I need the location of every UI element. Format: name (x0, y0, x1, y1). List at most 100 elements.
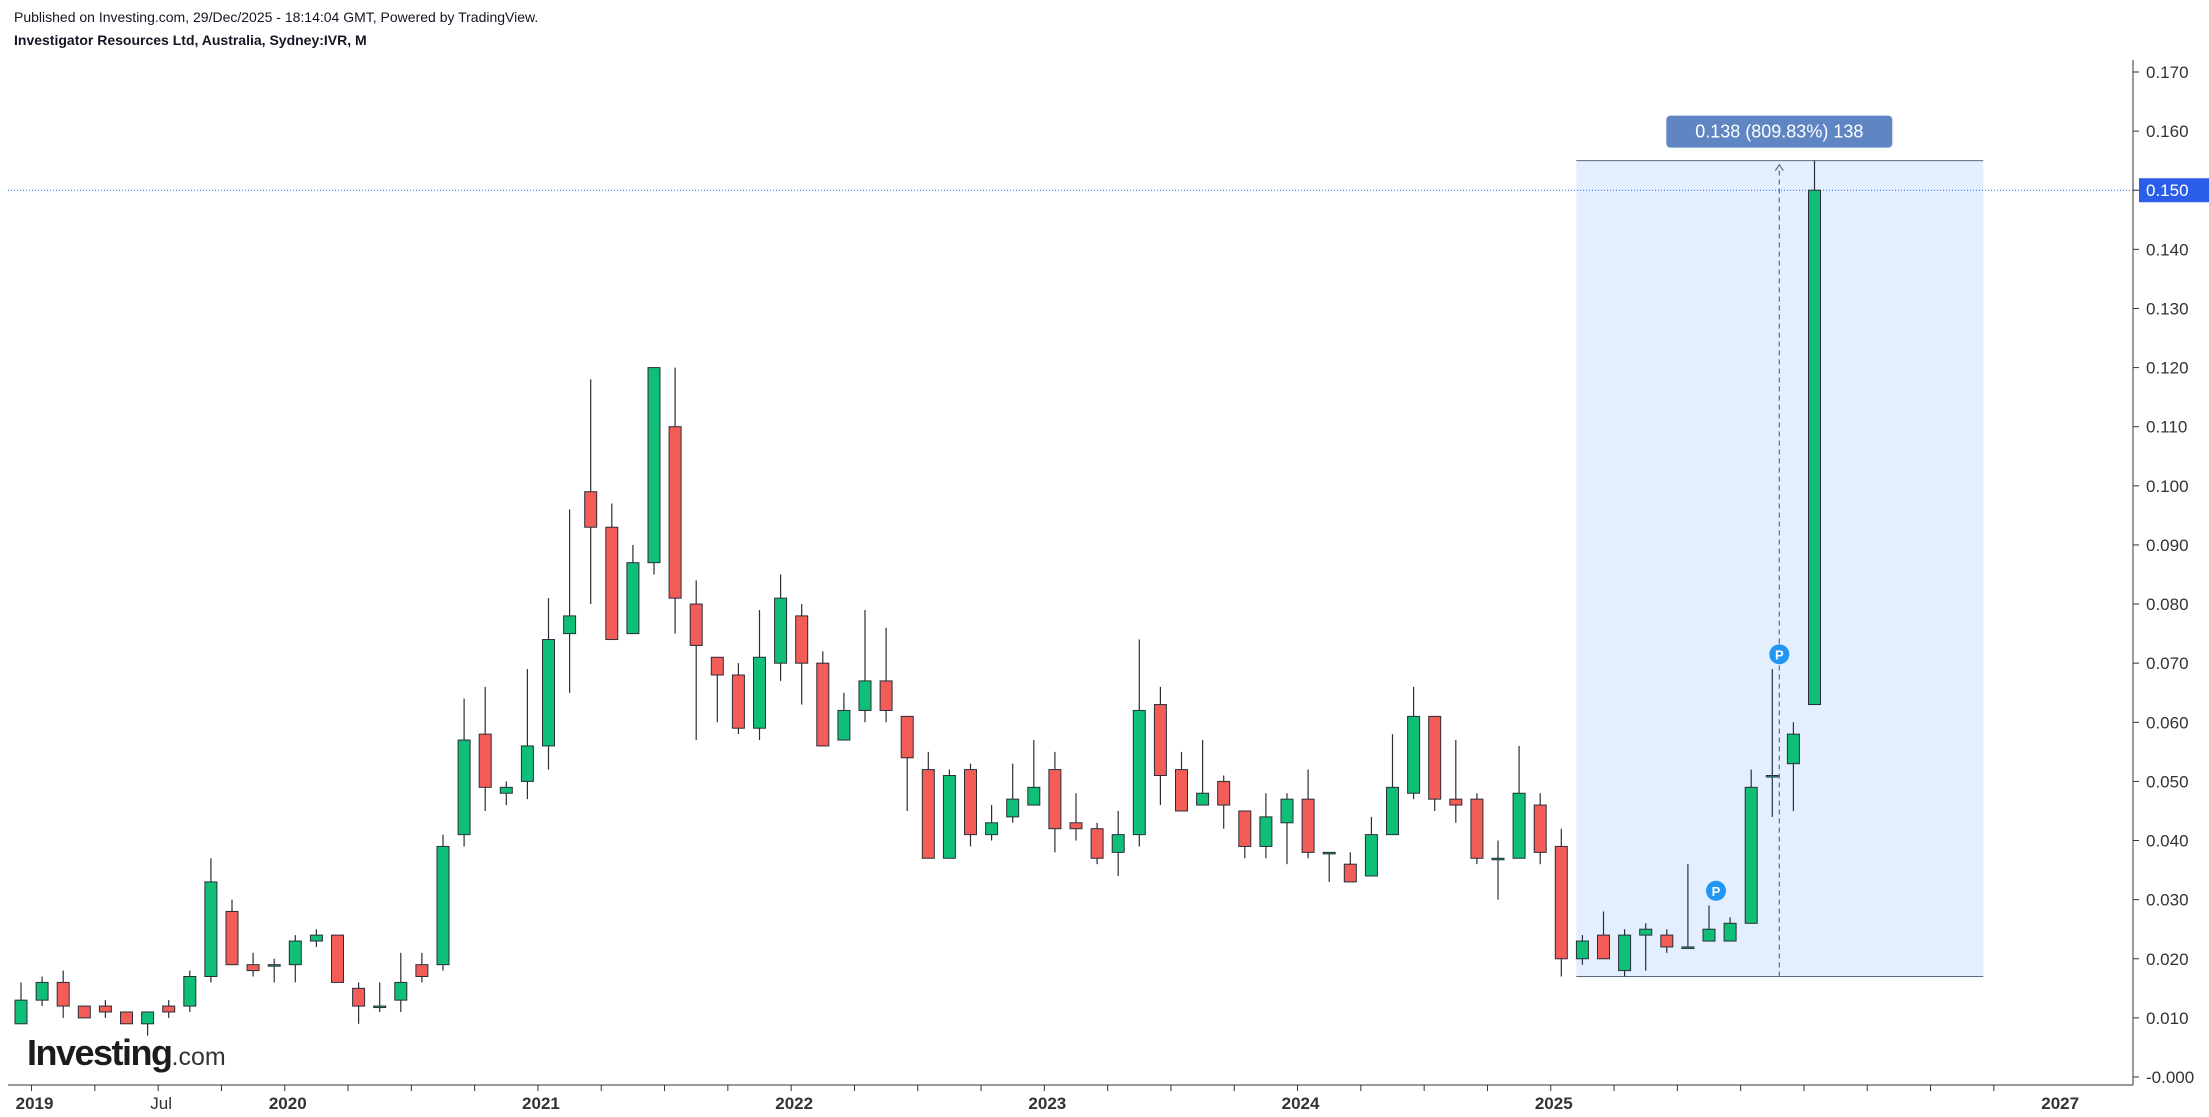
candle (1702, 905, 1716, 942)
candle (710, 656, 724, 723)
candle (837, 692, 851, 741)
candle-body-up (647, 367, 661, 564)
candle-body-down (1449, 798, 1463, 806)
symbol-title: Investigator Resources Ltd, Australia, S… (14, 32, 367, 48)
x-tick-label: Jul (150, 1094, 172, 1113)
candle-body-down (1597, 934, 1610, 960)
candle-body-up (542, 639, 555, 747)
candle-body-up (1407, 715, 1421, 794)
candle (921, 751, 935, 859)
candle (1364, 816, 1378, 877)
candle-body-up (1765, 775, 1779, 778)
candle (1196, 740, 1210, 806)
candle (1428, 715, 1442, 811)
candle-body-up (499, 786, 513, 794)
candle-body-down (1090, 828, 1104, 859)
candle (1069, 793, 1083, 841)
candle-body-up (1322, 851, 1336, 855)
candle-body-down (964, 769, 977, 836)
candle-body-down (1660, 934, 1674, 948)
y-tick-label: 0.120 (2146, 359, 2189, 378)
candle (1090, 822, 1104, 865)
candle (204, 858, 218, 983)
candle (267, 958, 281, 983)
candle (1153, 686, 1167, 806)
candle (14, 982, 28, 1025)
candle (753, 609, 766, 741)
y-tick-label: 0.070 (2146, 654, 2189, 673)
candle (77, 1005, 91, 1019)
candle (162, 1000, 176, 1018)
candle-body-up (288, 940, 302, 966)
candle (98, 1000, 112, 1018)
candle (900, 715, 914, 811)
candle-body-down (1554, 845, 1568, 960)
candle-body-down (879, 680, 893, 711)
x-tick-label: 2019 (16, 1094, 54, 1113)
candle-body-down (56, 981, 70, 1007)
candle-body-up (1744, 786, 1758, 924)
candle (499, 781, 513, 806)
candle (1681, 864, 1695, 949)
candle-body-down (816, 662, 830, 747)
candle-body-up (394, 981, 408, 1001)
candle-body-down (668, 426, 682, 599)
x-tick-label: 2024 (1282, 1094, 1320, 1113)
candle (352, 982, 366, 1024)
candle-body-up (753, 656, 766, 729)
candle-body-up (204, 881, 218, 977)
candle (605, 503, 619, 641)
candle-body-down (162, 1005, 176, 1013)
candle-body-up (774, 597, 788, 664)
y-tick-label: 0.140 (2146, 240, 2189, 259)
candle-body-up (14, 999, 28, 1025)
investing-logo: Investing.com (27, 1032, 226, 1074)
y-tick-label: 0.130 (2146, 299, 2189, 318)
candle (309, 929, 323, 947)
candle (647, 367, 661, 575)
candle (985, 805, 999, 841)
candle (1386, 734, 1399, 836)
candle (1786, 722, 1800, 811)
candle (120, 1011, 133, 1025)
candle (964, 763, 977, 847)
candle-body-up (436, 845, 450, 966)
candle-body-up (1681, 946, 1695, 949)
y-tick-label: 0.170 (2146, 63, 2189, 82)
y-tick-label: 0.080 (2146, 595, 2189, 614)
candle-body-up (35, 981, 49, 1001)
candle (1597, 911, 1610, 960)
candle-body-down (1533, 804, 1547, 853)
measure-arrow-head (1774, 163, 1784, 172)
candle (288, 935, 302, 983)
candle-body-up (1575, 940, 1589, 960)
candle (1343, 852, 1357, 883)
candle (394, 952, 408, 1012)
candle (858, 609, 872, 723)
x-tick-label: 2025 (1535, 1094, 1573, 1113)
event-marker-icon (1769, 644, 1790, 665)
candle-body-up (1006, 798, 1020, 818)
candle-body-down (98, 1005, 112, 1013)
y-tick-label: 0.060 (2146, 713, 2189, 732)
candle-body-up (457, 739, 471, 836)
candle-body-down (415, 964, 429, 977)
y-tick-label: 0.040 (2146, 832, 2189, 851)
candle-body-up (267, 964, 281, 967)
y-tick-label: 0.010 (2146, 1009, 2189, 1028)
candle (1491, 840, 1505, 900)
candle-body-down (584, 491, 598, 528)
y-tick-label: 0.110 (2146, 418, 2187, 437)
current-price-label: 0.150 (2146, 181, 2189, 200)
candle-body-down (1238, 810, 1252, 847)
candle-body-up (1196, 792, 1210, 806)
candle (1259, 793, 1273, 859)
candle-body-up (1702, 928, 1716, 942)
candle (1217, 775, 1231, 829)
candle (1238, 810, 1252, 859)
candle-body-up (1491, 857, 1505, 861)
candle-body-up (563, 615, 577, 635)
y-tick-label: 0.020 (2146, 950, 2189, 969)
candle-body-up (1280, 798, 1294, 824)
